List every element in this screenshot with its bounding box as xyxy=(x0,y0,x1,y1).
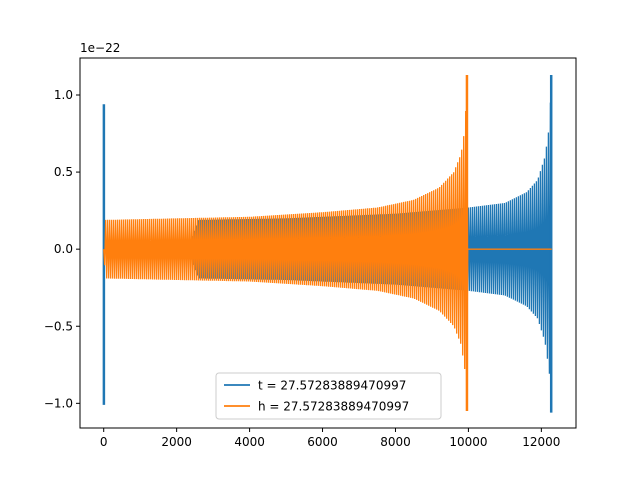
series-line-1 xyxy=(103,110,552,407)
x-tick-label: 12000 xyxy=(522,435,560,449)
y-scale-offset-label: 1e−22 xyxy=(80,41,120,55)
legend: t = 27.57283889470997 h = 27.57283889470… xyxy=(215,372,442,420)
x-tick-label: 6000 xyxy=(307,435,338,449)
y-axis: −1.0 −0.5 0.0 0.5 1.0 xyxy=(44,88,80,410)
x-tick-label: 2000 xyxy=(161,435,192,449)
legend-box xyxy=(215,372,442,420)
legend-label-h: h = 27.57283889470997 xyxy=(258,400,409,414)
series-layer xyxy=(102,74,553,413)
x-tick-label: 4000 xyxy=(234,435,265,449)
x-axis: 0 2000 4000 6000 8000 10000 12000 xyxy=(100,428,560,449)
legend-label-t: t = 27.57283889470997 xyxy=(258,379,406,393)
y-tick-label: 1.0 xyxy=(54,88,73,102)
x-tick-label: 0 xyxy=(100,435,108,449)
y-tick-label: 0.0 xyxy=(54,242,73,256)
y-tick-label: −1.0 xyxy=(44,396,73,410)
x-tick-label: 10000 xyxy=(449,435,487,449)
y-tick-label: 0.5 xyxy=(54,165,73,179)
y-tick-label: −0.5 xyxy=(44,319,73,333)
x-tick-label: 8000 xyxy=(380,435,411,449)
plot-frame xyxy=(79,57,577,429)
